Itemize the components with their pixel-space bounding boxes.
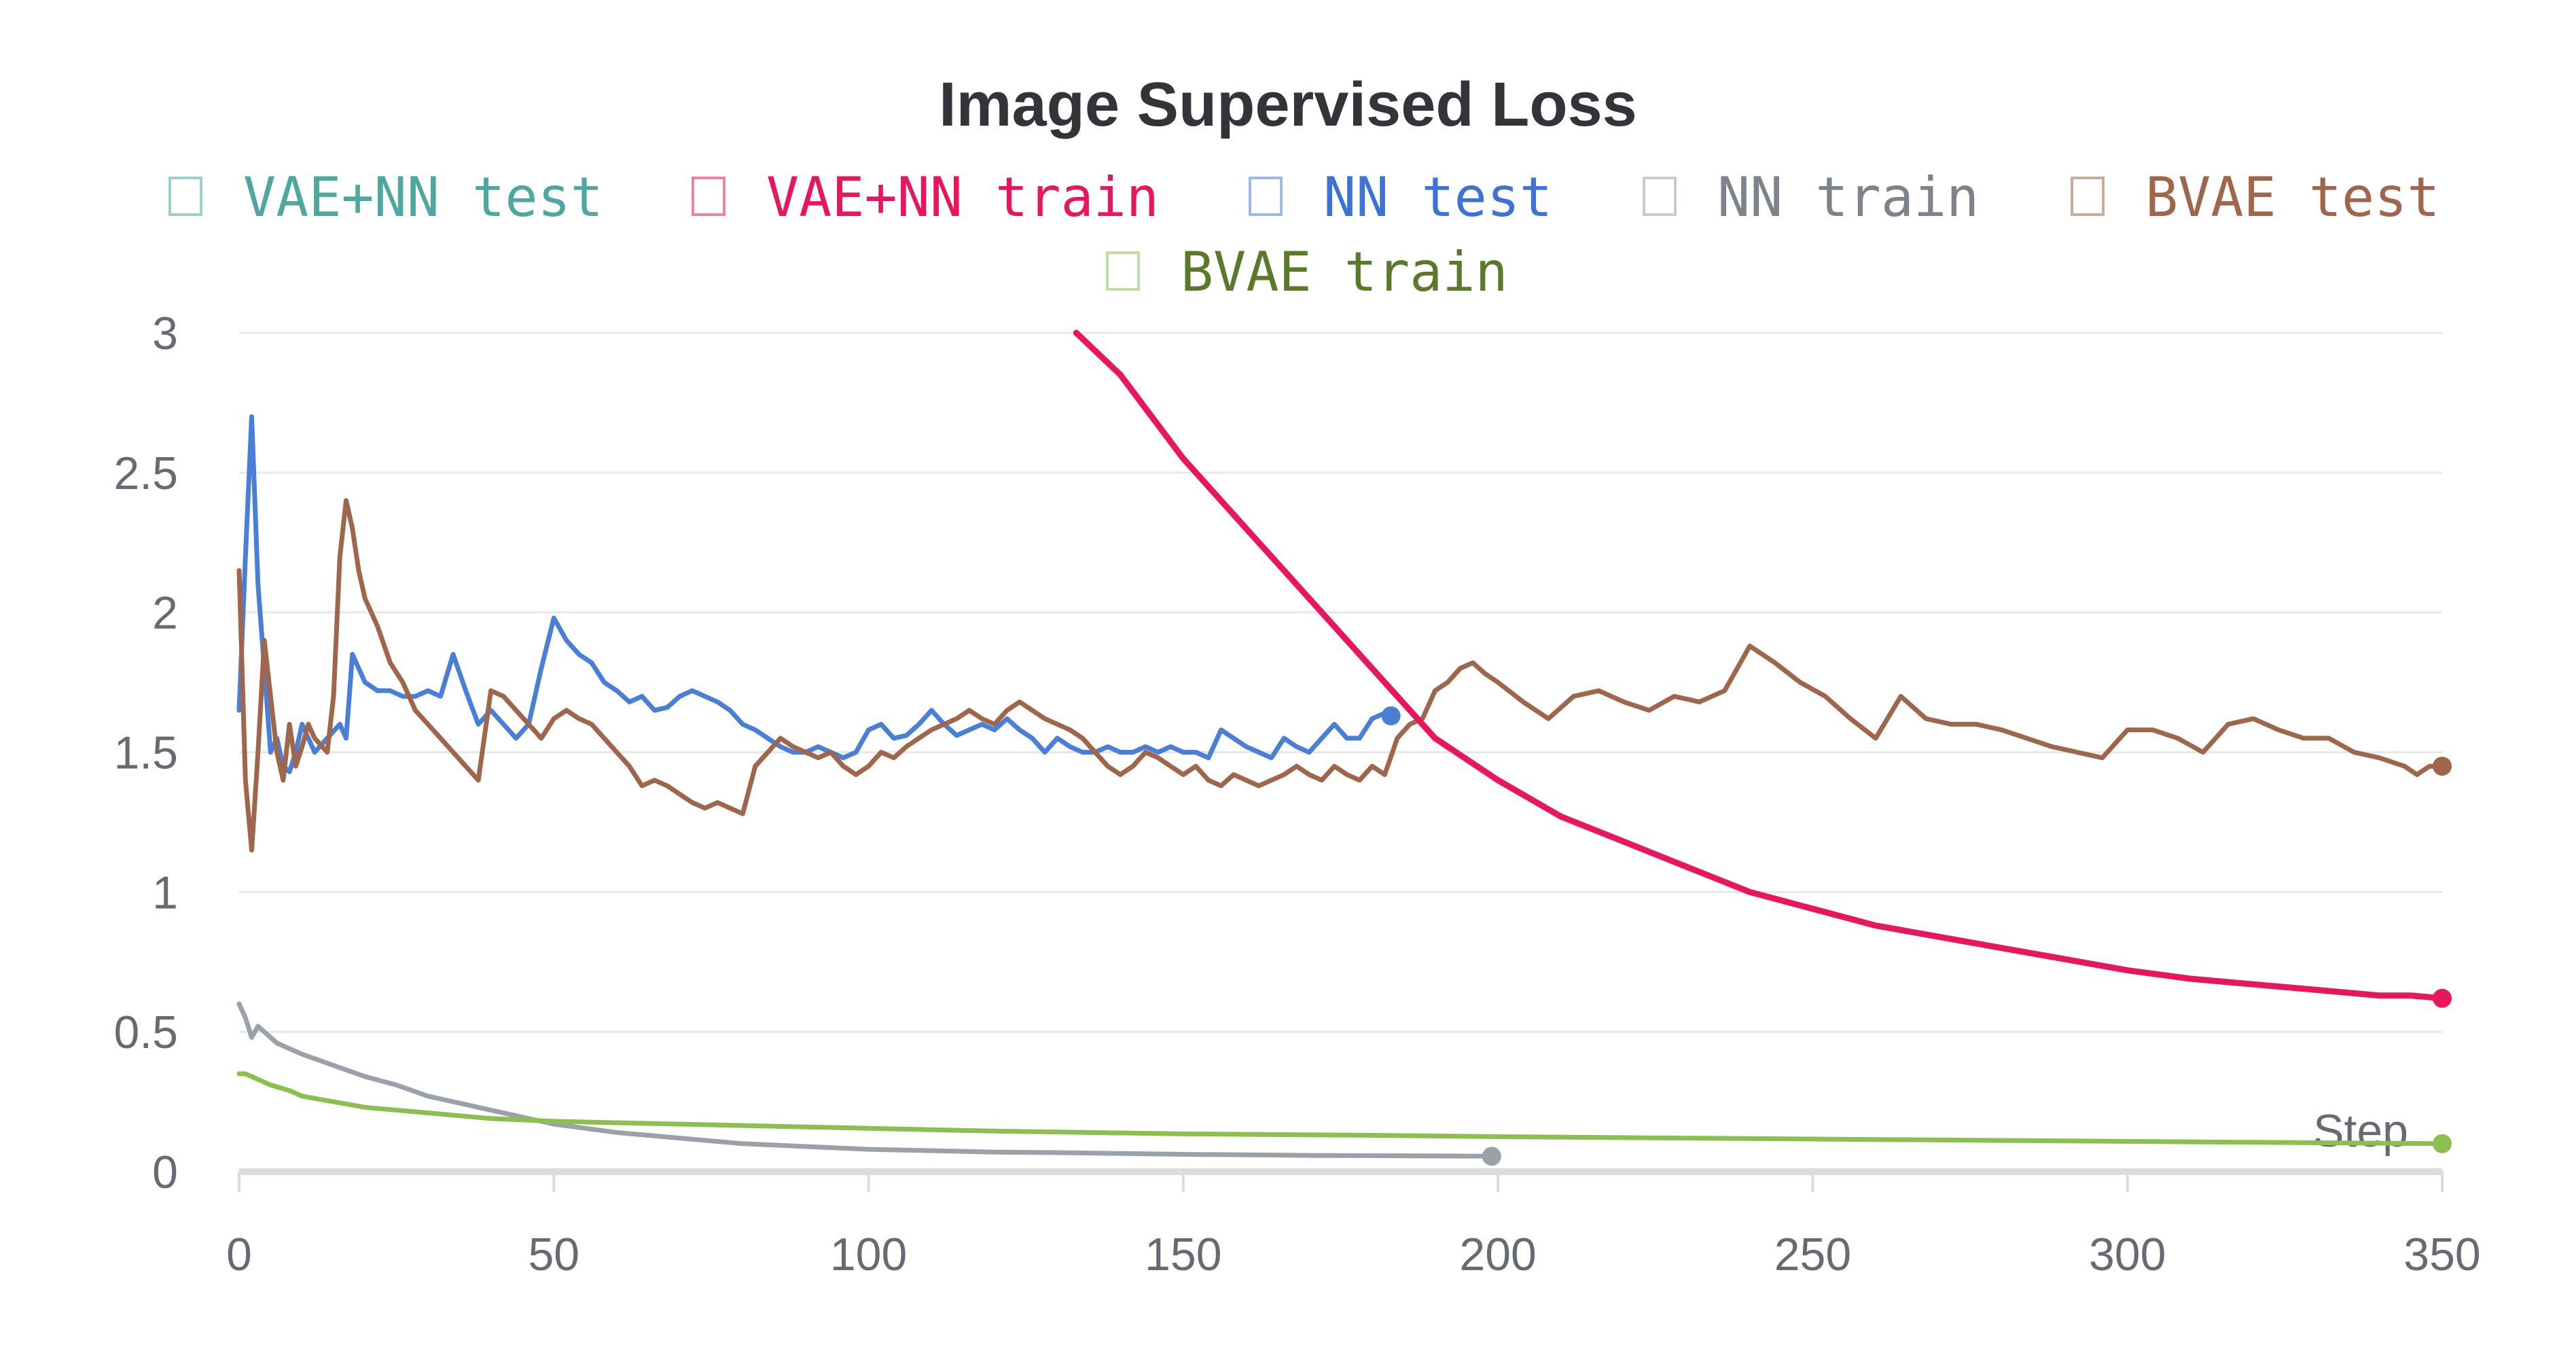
- x-tick-label: 150: [1145, 1229, 1221, 1280]
- legend-label: BVAE train: [1181, 240, 1508, 304]
- x-axis-ticks: 0 50 100 150 200 250 300 350: [226, 1172, 2481, 1280]
- x-tick-label: 50: [528, 1229, 579, 1280]
- series-lines: [236, 329, 2452, 1166]
- y-tick-label: 2.5: [113, 448, 178, 499]
- legend-label: VAE+NN train: [766, 166, 1159, 229]
- legend-swatch: [2071, 177, 2105, 216]
- y-tick-label: 0: [152, 1147, 178, 1198]
- legend-swatch: [692, 177, 726, 216]
- x-tick-label: 200: [1459, 1229, 1536, 1280]
- series-line: [236, 498, 2445, 853]
- legend-label: VAE+NN test: [243, 166, 603, 229]
- y-axis-ticks: 0 0.5 1 1.5 2 2.5 3: [113, 308, 178, 1198]
- series-end-marker: [1381, 706, 1401, 725]
- y-tick-label: 0.5: [113, 1007, 178, 1058]
- x-tick-label: 300: [2089, 1229, 2166, 1280]
- legend-label: NN train: [1717, 166, 1979, 229]
- series-end-marker: [2433, 988, 2452, 1008]
- legend-swatch: [168, 177, 202, 216]
- y-tick-label: 1: [152, 867, 178, 918]
- x-tick-label: 250: [1774, 1229, 1851, 1280]
- legend-label: BVAE test: [2145, 166, 2439, 229]
- series-end-marker: [2433, 1134, 2452, 1153]
- x-tick-label: 0: [226, 1229, 252, 1280]
- legend-swatch: [1249, 177, 1283, 216]
- legend: VAE+NN test VAE+NN train NN test NN train BV…: [168, 166, 2439, 304]
- legend-swatch: [1643, 177, 1677, 216]
- x-tick-label: 100: [830, 1229, 907, 1280]
- y-tick-label: 1.5: [113, 727, 178, 779]
- series-line: [236, 414, 1394, 774]
- series-end-marker: [1482, 1147, 1501, 1166]
- legend-label: NN test: [1323, 166, 1552, 229]
- x-tick-label: 350: [2403, 1229, 2480, 1280]
- series-line: [1073, 329, 2446, 1002]
- x-axis-label: Step: [2313, 1105, 2408, 1157]
- y-tick-label: 3: [152, 308, 178, 359]
- gridlines: [239, 331, 2442, 1175]
- series-line: [236, 1001, 1495, 1159]
- series-end-marker: [2433, 757, 2452, 776]
- legend-swatch: [1106, 251, 1140, 291]
- series-line: [236, 1071, 2445, 1147]
- y-tick-label: 2: [152, 588, 178, 639]
- chart-title: Image Supervised Loss: [939, 70, 1637, 139]
